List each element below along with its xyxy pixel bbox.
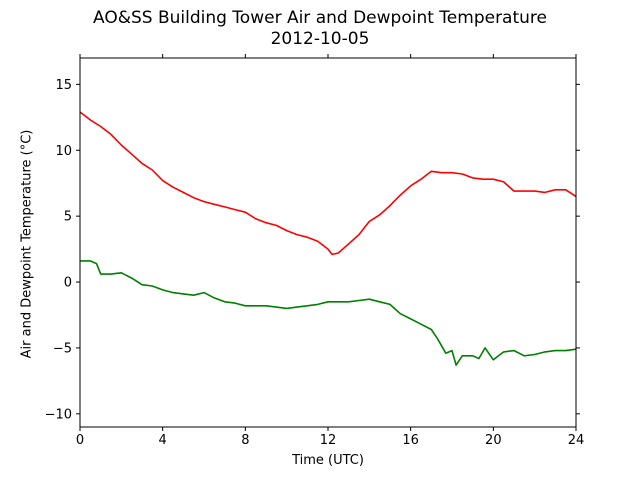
x-axis-label: Time (UTC) [292,453,364,468]
x-tick-label: 24 [568,433,585,448]
chart-subtitle: 2012-10-05 [270,29,370,49]
series-line-2 [80,260,577,366]
y-tick-label: 10 [55,144,72,159]
series-line-1 [79,111,577,256]
x-tick-label: 0 [76,433,84,448]
y-tick-label: 5 [64,210,72,225]
y-axis-label: Air and Dewpoint Temperature (°C) [19,129,35,359]
y-tick-label: −10 [45,407,72,422]
x-tick-label: 4 [159,433,167,448]
y-tick-label: −5 [53,341,72,356]
x-tick-label: 16 [402,433,419,448]
chart-title: AO&SS Building Tower Air and Dewpoint Te… [92,8,547,28]
x-tick-label: 8 [241,433,249,448]
y-tick-label: 15 [55,78,72,93]
tick-layer: 0 4 8 12 16 20 24 −10 −5 0 5 10 15 [45,54,585,448]
series-layer [79,111,577,366]
x-tick-label: 20 [485,433,502,448]
axes-frame [79,57,577,428]
x-tick-label: 12 [320,433,337,448]
y-tick-label: 0 [64,276,72,291]
